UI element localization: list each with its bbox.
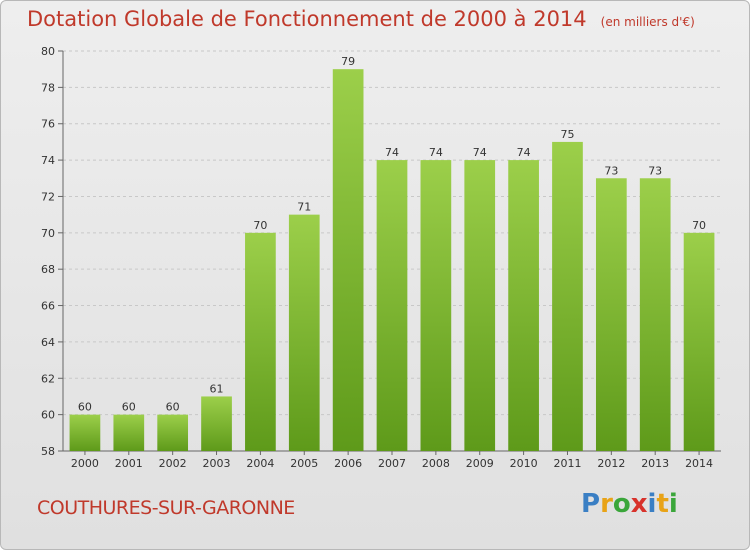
- logo-letter: t: [656, 489, 669, 519]
- logo-letter: o: [612, 489, 631, 519]
- bar: [595, 178, 627, 452]
- x-tick-label: 2007: [378, 457, 406, 470]
- bar: [201, 396, 232, 451]
- y-tick-label: 68: [41, 263, 55, 276]
- bar: [376, 160, 408, 451]
- data-label: 73: [648, 164, 662, 177]
- y-tick-label: 72: [41, 190, 55, 203]
- x-tick-label: 2000: [71, 457, 99, 470]
- x-tick-label: 2002: [159, 457, 187, 470]
- data-label: 74: [385, 146, 399, 159]
- data-label: 71: [297, 201, 311, 214]
- data-label: 60: [122, 401, 136, 414]
- bar: [508, 160, 539, 451]
- x-tick-label: 2004: [246, 457, 274, 470]
- data-label: 79: [341, 55, 355, 68]
- bar: [464, 160, 496, 451]
- x-tick-label: 2009: [466, 457, 494, 470]
- bar: [683, 232, 715, 451]
- logo-letter: P: [581, 489, 601, 519]
- data-label: 75: [560, 128, 574, 141]
- x-tick-label: 2011: [553, 457, 581, 470]
- data-label: 70: [253, 219, 267, 232]
- data-label: 73: [604, 164, 618, 177]
- bar: [69, 414, 101, 451]
- logo-letter: x: [630, 489, 648, 519]
- chart-title: Dotation Globale de Fonctionnement de 20…: [27, 7, 695, 31]
- bar: [157, 414, 189, 451]
- data-label: 70: [692, 219, 706, 232]
- data-label: 74: [473, 146, 487, 159]
- x-tick-label: 2008: [422, 457, 450, 470]
- logo-letter: r: [600, 489, 613, 519]
- data-label: 61: [210, 382, 224, 395]
- commune-name: COUTHURES-SUR-GARONNE: [37, 497, 295, 519]
- logo-letter: i: [668, 489, 678, 519]
- bar: [332, 69, 364, 451]
- bar: [639, 178, 671, 452]
- y-tick-label: 66: [41, 300, 55, 313]
- y-tick-label: 80: [41, 45, 55, 58]
- y-tick-label: 58: [41, 445, 55, 458]
- bar: [288, 214, 320, 451]
- y-tick-label: 76: [41, 118, 55, 131]
- y-tick-label: 70: [41, 227, 55, 240]
- data-label: 74: [517, 146, 531, 159]
- chart-title-text: Dotation Globale de Fonctionnement de 20…: [27, 7, 587, 31]
- data-label: 60: [166, 401, 180, 414]
- x-tick-label: 2012: [597, 457, 625, 470]
- bar: [420, 160, 452, 451]
- y-tick-label: 62: [41, 372, 55, 385]
- proxiti-logo: Proxiti: [581, 489, 678, 519]
- x-tick-label: 2001: [115, 457, 143, 470]
- data-labels: 60 60 60 61 70 71 79 74 74 74 74 75 73 73 70: [78, 55, 706, 413]
- x-tick-label: 2014: [685, 457, 713, 470]
- bars: [69, 69, 715, 452]
- x-tick-label: 2006: [334, 457, 362, 470]
- x-tick-label: 2013: [641, 457, 669, 470]
- data-label: 74: [429, 146, 443, 159]
- x-tick-label: 2010: [510, 457, 538, 470]
- bar: [245, 232, 276, 451]
- data-label: 60: [78, 401, 92, 414]
- y-tick-label: 64: [41, 336, 55, 349]
- axes: 58 60 62 64 66 68 70 72 74 76 78 80 2000 2001 2002 2003…: [41, 45, 721, 470]
- x-tick-label: 2005: [290, 457, 318, 470]
- x-tick-label: 2003: [203, 457, 231, 470]
- y-tick-label: 78: [41, 81, 55, 94]
- y-tick-label: 74: [41, 154, 55, 167]
- logo-letter: i: [647, 489, 657, 519]
- bar: [552, 141, 583, 451]
- bar: [113, 414, 145, 451]
- chart-unit: (en milliers d'€): [600, 15, 695, 29]
- y-tick-label: 60: [41, 409, 55, 422]
